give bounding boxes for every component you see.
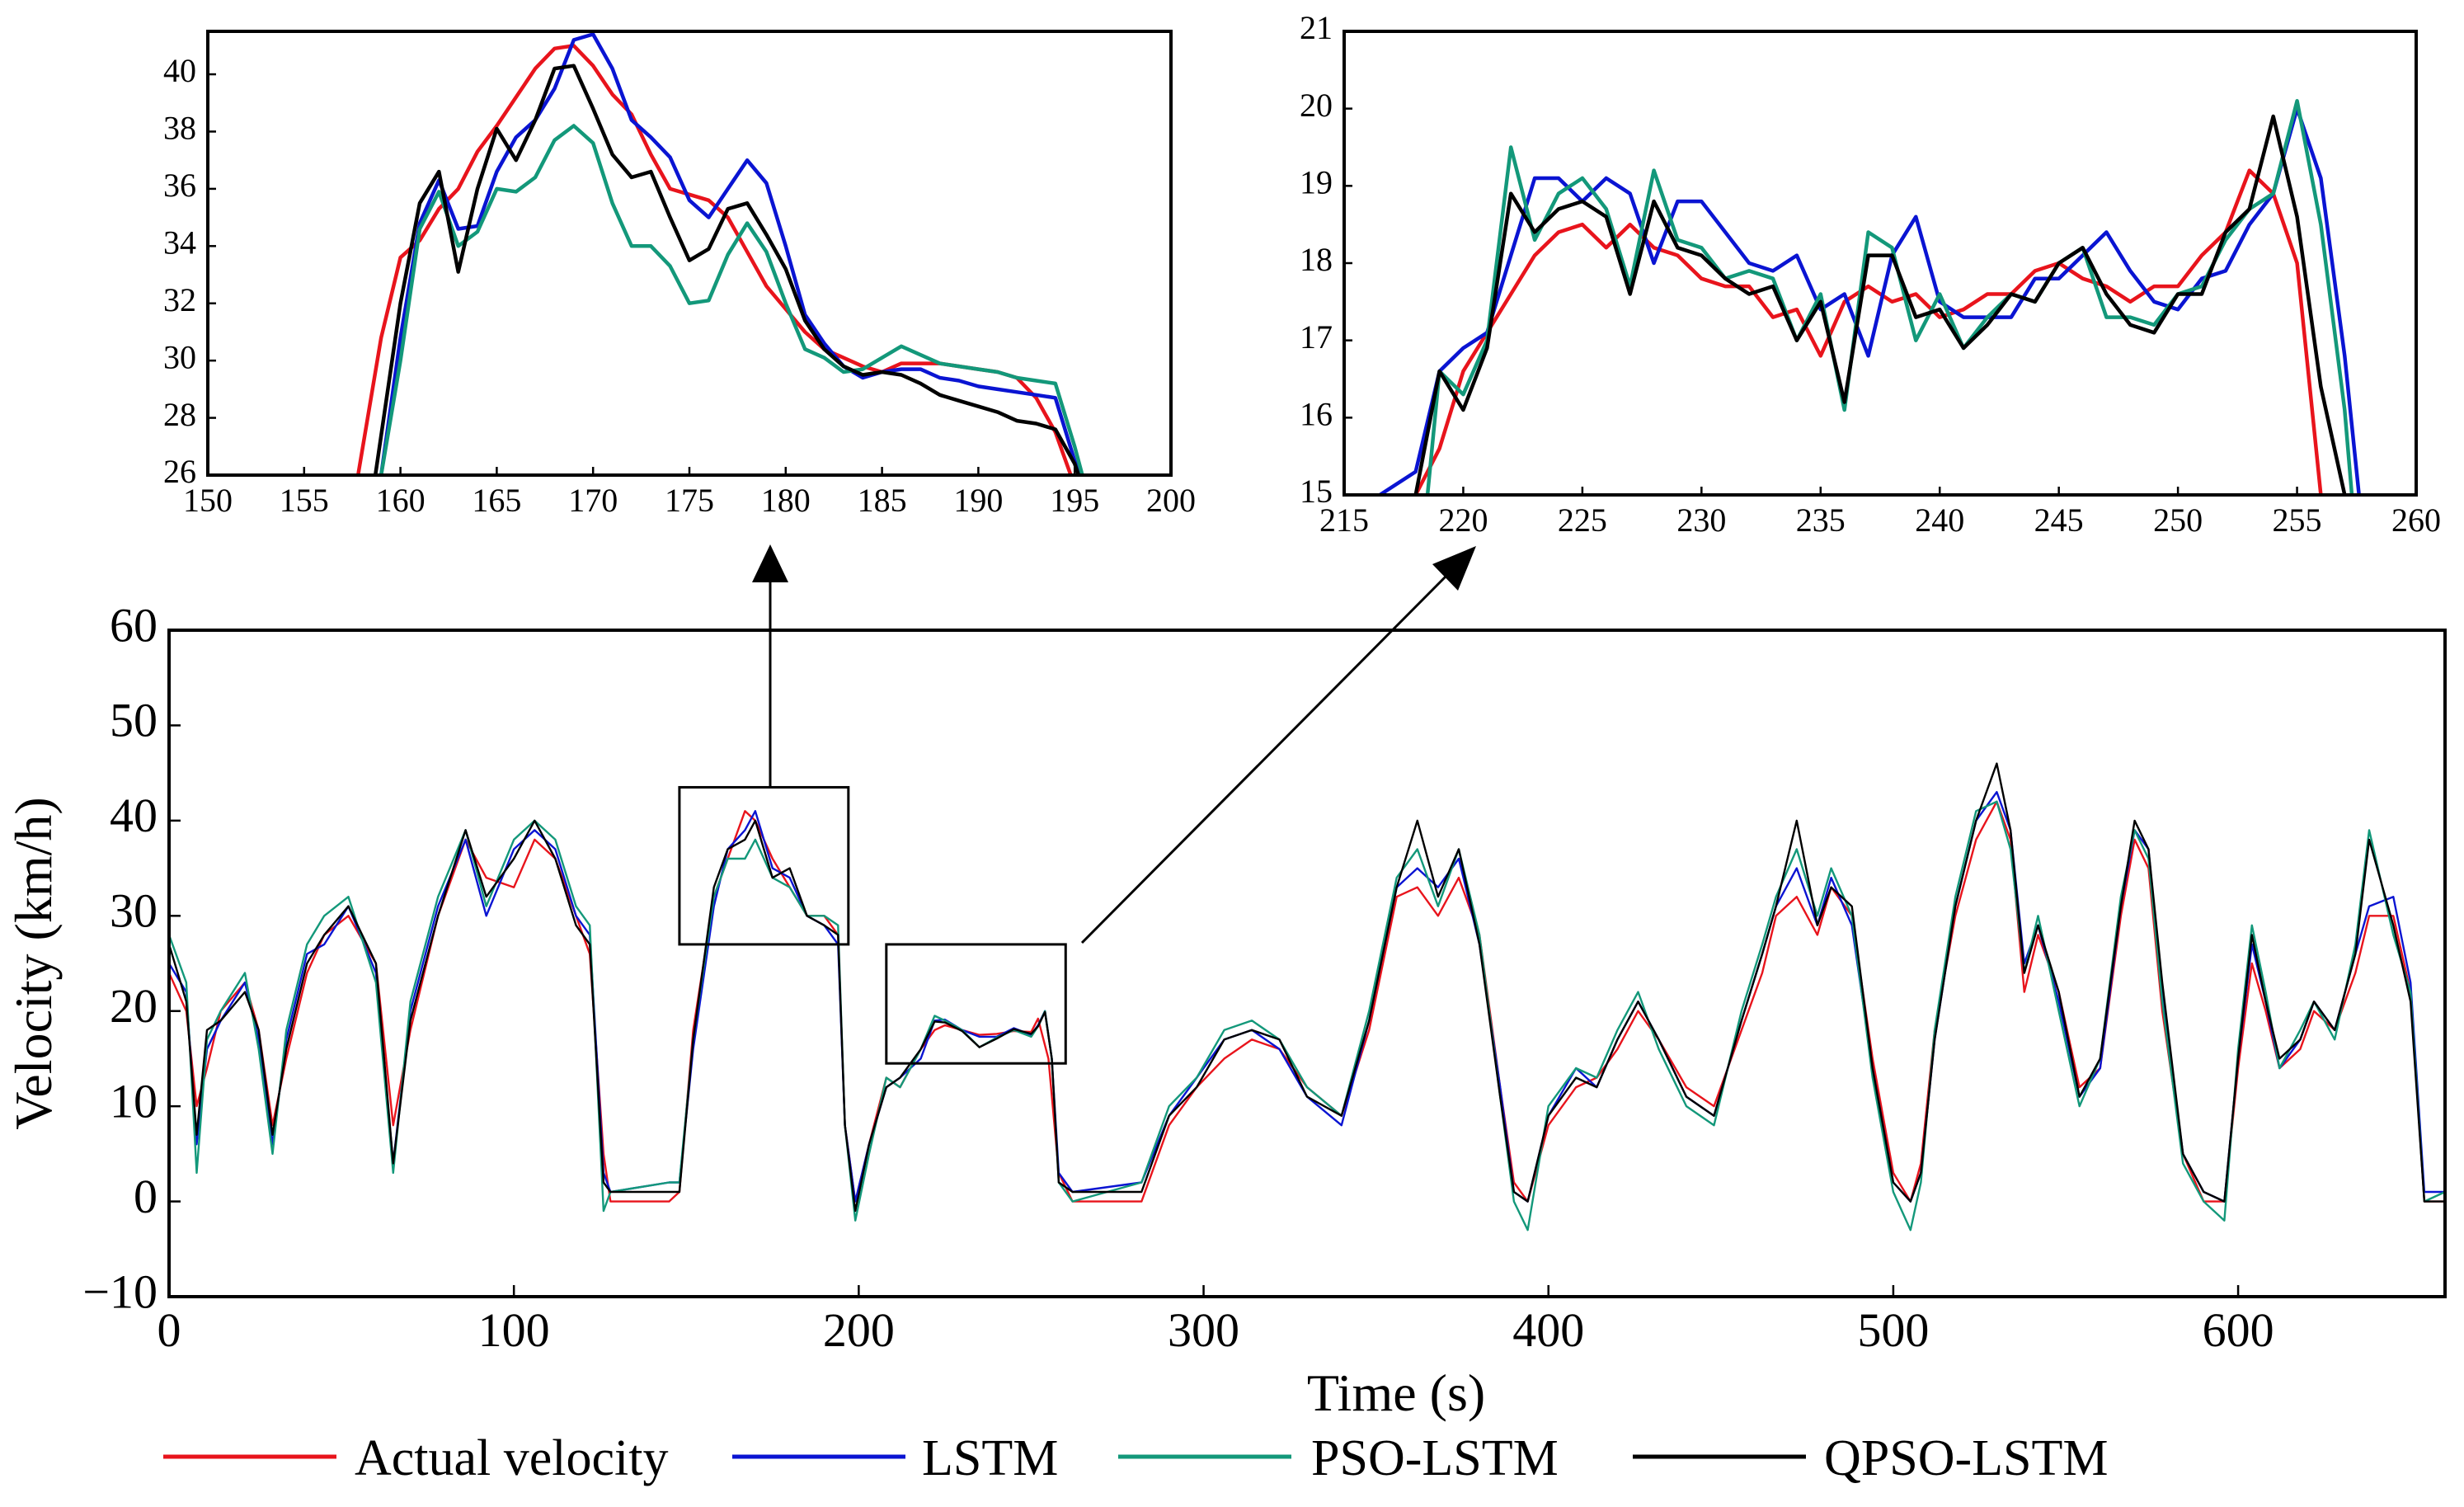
main-series-pso-lstm (169, 800, 2445, 1232)
zoom1-xtick-label: 160 (376, 482, 426, 519)
zoom2-xtick-label: 215 (1319, 502, 1369, 539)
main-xtick-label: 200 (823, 1303, 895, 1357)
zoom1-xtick-label: 150 (183, 482, 233, 519)
main-frame (167, 629, 2447, 1298)
zoom1-series-pso-lstm (379, 124, 1084, 475)
main-ytick-label: 0 (134, 1170, 158, 1223)
zoom2-ticks: 215 220 225 230 235 240 245 250 255 260 15 16 17 18 19… (1300, 9, 2441, 539)
main-ytick-label: 20 (110, 979, 158, 1033)
zoom1-series-qpso-lstm (373, 64, 1081, 475)
main-ytick-label: 30 (110, 884, 158, 938)
main-series-qpso-lstm (169, 762, 2445, 1213)
zoom1-xtick-label: 170 (568, 482, 618, 519)
zoom1-xtick-label: 200 (1146, 482, 1196, 519)
zoom2-xtick-label: 220 (1438, 502, 1488, 539)
main-ytick-label: 60 (110, 598, 158, 652)
zoom1-series (355, 32, 1084, 475)
zoom2-xtick-label: 255 (2273, 502, 2322, 539)
zoom1-series-actual-velocity (355, 44, 1073, 475)
zoom-panel-2: 215 220 225 230 235 240 245 250 255 260 15 16 17 18 19… (1300, 9, 2441, 539)
zoom2-xtick-label: 240 (1915, 502, 1964, 539)
zoom2-xtick-label: 235 (1796, 502, 1846, 539)
zoom2-xtick-label: 260 (2391, 502, 2441, 539)
zoom2-ytick-label: 17 (1300, 318, 1333, 356)
zoom1-ytick-label: 38 (163, 110, 196, 147)
zoom2-ytick-label: 20 (1300, 87, 1333, 124)
zoom1-xtick-label: 180 (761, 482, 811, 519)
main-xtick-label: 500 (1857, 1303, 1929, 1357)
main-series-lstm (169, 791, 2445, 1203)
main-zoom-boxes (678, 785, 1067, 1065)
zoom1-ytick-label: 34 (163, 224, 196, 261)
zoom1-xtick-label: 165 (472, 482, 521, 519)
zoom2-ytick-label: 18 (1300, 241, 1333, 278)
legend-label-lstm: LSTM (922, 1430, 1058, 1486)
main-ytick-label: 10 (110, 1074, 158, 1128)
zoom1-xtick-label: 185 (858, 482, 907, 519)
zoom2-ytick-label: 16 (1300, 396, 1333, 433)
zoom1-xtick-label: 155 (280, 482, 329, 519)
zoom1-ytick-label: 30 (163, 338, 196, 375)
zoom2-xtick-label: 245 (2034, 502, 2084, 539)
zoom-arrows (752, 544, 1476, 944)
legend-label-pso-lstm: PSO-LSTM (1311, 1430, 1559, 1486)
legend: Actual velocity LSTM PSO-LSTM QPSO-LSTM (163, 1430, 2109, 1486)
zoom1-xtick-label: 195 (1050, 482, 1099, 519)
zoom-region-box-1 (678, 785, 850, 946)
zoom1-ytick-label: 26 (163, 453, 196, 490)
zoom2-series-pso-lstm (1425, 99, 2354, 495)
zoom1-ytick-label: 36 (163, 167, 196, 204)
main-ytick-label: 50 (110, 694, 158, 747)
main-series-actual-velocity (169, 800, 2445, 1203)
zoom2-ytick-label: 19 (1300, 164, 1333, 201)
zoom2-series (1379, 99, 2361, 495)
main-xtick-label: 0 (158, 1303, 181, 1357)
zoom-arrow-2 (1080, 572, 1450, 944)
zoom2-series-lstm (1379, 106, 2361, 495)
zoom1-ticks: 150 155 160 165 170 175 180 185 190 195 200 26 28 30 3… (163, 52, 1196, 519)
legend-label-qpso-lstm: QPSO-LSTM (1824, 1430, 2109, 1486)
zoom-panel-1: 150 155 160 165 170 175 180 185 190 195 200 26 28 30 3… (163, 30, 1196, 519)
zoom2-xtick-label: 230 (1676, 502, 1726, 539)
zoom1-ytick-label: 28 (163, 396, 196, 433)
zoom2-frame (1343, 30, 2418, 497)
zoom1-xtick-label: 175 (665, 482, 714, 519)
zoom1-xtick-label: 190 (953, 482, 1003, 519)
zoom2-series-qpso-lstm (1413, 114, 2347, 495)
zoom2-xtick-label: 225 (1558, 502, 1607, 539)
main-ytick-label: 40 (110, 789, 158, 842)
main-ytick-label: −10 (82, 1264, 158, 1318)
zoom-arrowhead-2 (1432, 546, 1476, 591)
main-xtick-label: 300 (1168, 1303, 1239, 1357)
zoom2-ytick-label: 15 (1300, 473, 1333, 510)
zoom-arrowhead-1 (752, 544, 788, 582)
zoom1-ytick-label: 32 (163, 281, 196, 318)
zoom1-ytick-label: 40 (163, 52, 196, 89)
main-xtick-label: 400 (1512, 1303, 1584, 1357)
main-series (169, 762, 2445, 1232)
main-xtick-label: 600 (2203, 1303, 2274, 1357)
zoom-region-box-2 (885, 943, 1067, 1065)
zoom1-frame (206, 30, 1173, 477)
zoom2-series-actual-velocity (1413, 168, 2323, 495)
zoom2-xtick-label: 250 (2153, 502, 2203, 539)
legend-label-actual: Actual velocity (355, 1430, 668, 1486)
zoom1-series-lstm (379, 32, 1083, 475)
main-xtick-label: 100 (478, 1303, 550, 1357)
y-axis-label: Velocity (km/h) (4, 797, 63, 1129)
zoom2-ytick-label: 21 (1300, 9, 1333, 46)
x-axis-label: Time (s) (1307, 1363, 1485, 1422)
